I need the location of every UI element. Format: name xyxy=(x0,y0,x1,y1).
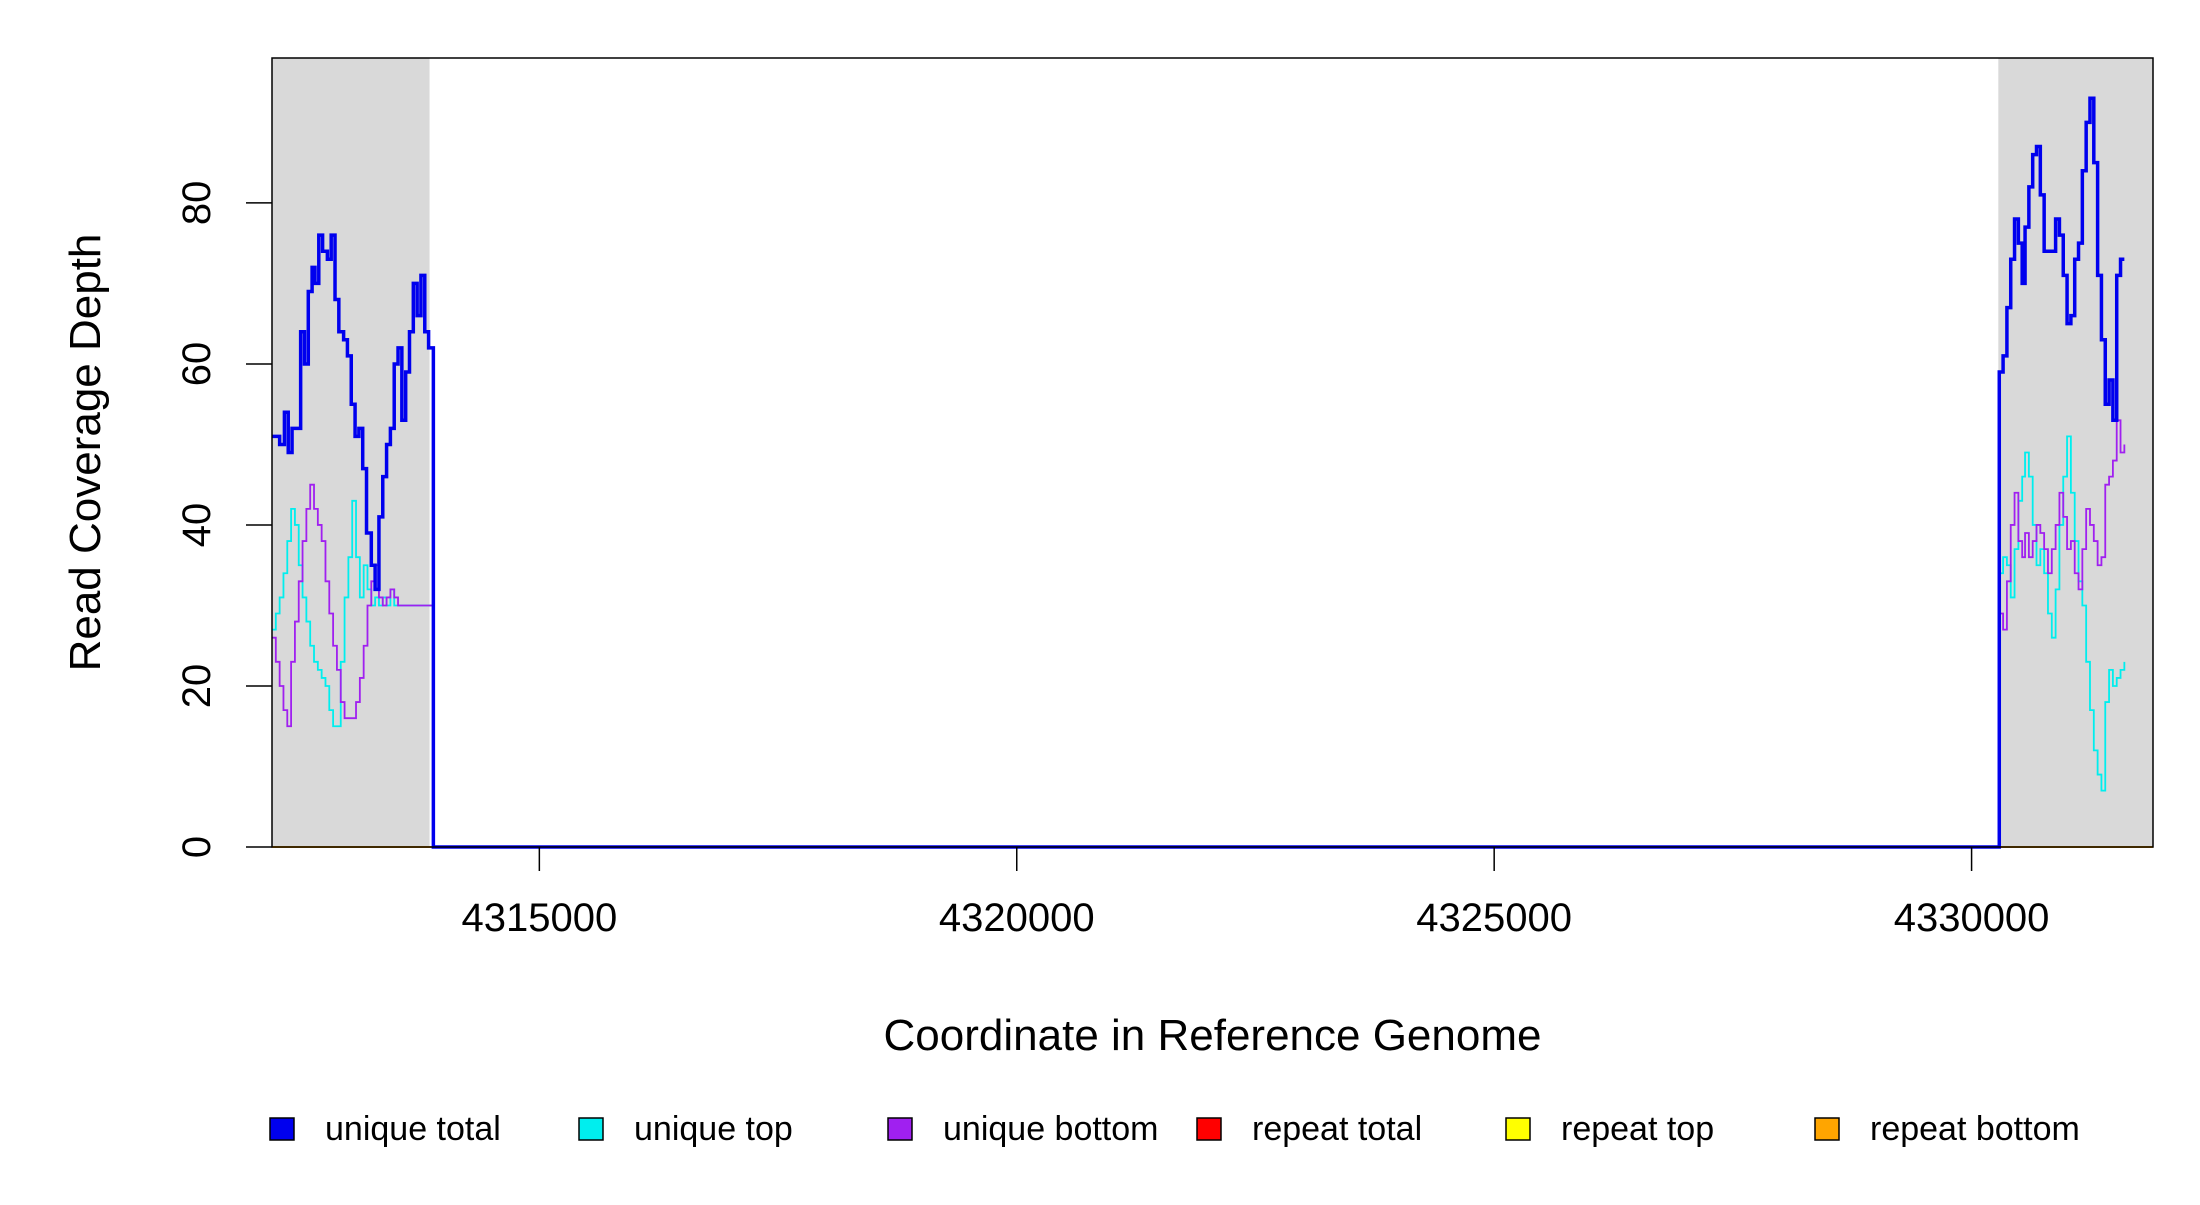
legend-label-unique-total: unique total xyxy=(325,1110,501,1148)
y-axis: 0 20 40 60 80 xyxy=(175,181,272,858)
shaded-region-2 xyxy=(1998,58,2153,847)
x-tick-label: 4325000 xyxy=(1416,896,1572,940)
y-axis-label: Read Coverage Depth xyxy=(61,234,110,672)
y-tick-label: 0 xyxy=(175,836,219,858)
legend-swatch-unique-top xyxy=(578,1117,604,1141)
legend-label-repeat-bottom: repeat bottom xyxy=(1870,1110,2080,1148)
legend-label-repeat-total: repeat total xyxy=(1252,1110,1422,1148)
y-tick-label: 80 xyxy=(175,181,219,226)
y-tick-label: 60 xyxy=(175,342,219,387)
legend-label-unique-top: unique top xyxy=(634,1110,793,1148)
legend: unique total unique top unique bottom repea… xyxy=(269,1110,2080,1148)
x-tick-label: 4320000 xyxy=(939,896,1095,940)
series-line-unique-bottom xyxy=(272,419,2126,848)
legend-label-repeat-top: repeat top xyxy=(1561,1110,1714,1148)
legend-label-unique-bottom: unique bottom xyxy=(943,1110,1159,1148)
shaded-region-1 xyxy=(272,58,430,847)
x-tick-label: 4315000 xyxy=(461,896,617,940)
legend-swatch-repeat-total xyxy=(1196,1117,1222,1141)
shaded-regions xyxy=(272,58,2153,847)
y-tick-label: 40 xyxy=(175,503,219,548)
legend-swatch-repeat-bottom xyxy=(1814,1117,1840,1141)
legend-swatch-repeat-top xyxy=(1505,1117,1531,1141)
x-axis-label: Coordinate in Reference Genome xyxy=(884,1011,1542,1060)
plot-frame xyxy=(271,57,2154,848)
series-line-unique-total xyxy=(272,96,2125,849)
x-tick-label: 4330000 xyxy=(1894,896,2050,940)
series-lines xyxy=(272,96,2153,849)
series-line-unique-top xyxy=(272,435,2126,848)
legend-swatch-unique-total xyxy=(269,1117,295,1141)
legend-swatch-unique-bottom xyxy=(887,1117,913,1141)
y-tick-label: 20 xyxy=(175,664,219,709)
x-axis: 4315000 4320000 4325000 4330000 xyxy=(461,847,2049,940)
